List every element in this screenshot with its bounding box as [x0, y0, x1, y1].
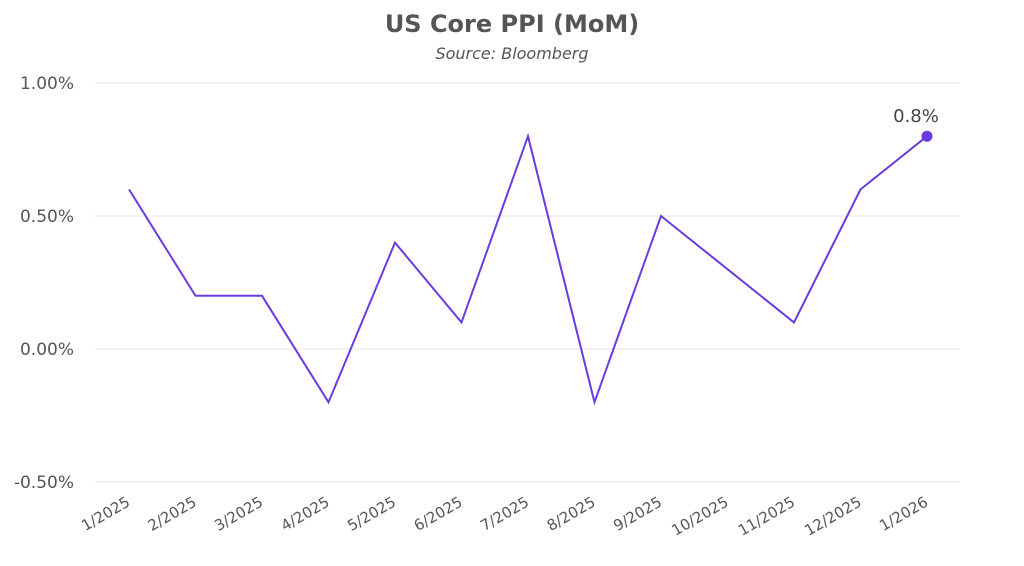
- y-tick-label: 0.50%: [20, 207, 74, 227]
- y-tick-label: 0.00%: [20, 340, 74, 360]
- x-tick-label: 4/2025: [278, 493, 333, 535]
- y-tick-label: -0.50%: [14, 473, 74, 493]
- series-line: [128, 132, 928, 406]
- x-tick-label: 1/2026: [876, 493, 931, 535]
- x-tick-label: 5/2025: [344, 493, 399, 535]
- last-data-point: [921, 130, 933, 142]
- y-tick-label: 1.00%: [20, 74, 74, 94]
- x-tick-label: 6/2025: [411, 493, 466, 535]
- x-tick-label: 9/2025: [610, 493, 665, 535]
- x-tick-label: 1/2025: [78, 493, 133, 535]
- chart-title: US Core PPI (MoM): [384, 10, 640, 38]
- x-tick-label: 12/2025: [802, 493, 865, 540]
- x-tick-label: 11/2025: [735, 493, 798, 540]
- data-label: 0.8%: [893, 106, 939, 127]
- x-tick-label: 3/2025: [211, 493, 266, 535]
- x-tick-label: 2/2025: [145, 493, 200, 535]
- x-tick-label: 8/2025: [544, 493, 599, 535]
- x-tick-label: 7/2025: [477, 493, 532, 535]
- chart-subtitle: Source: Bloomberg: [435, 44, 589, 63]
- x-tick-label: 10/2025: [669, 493, 732, 540]
